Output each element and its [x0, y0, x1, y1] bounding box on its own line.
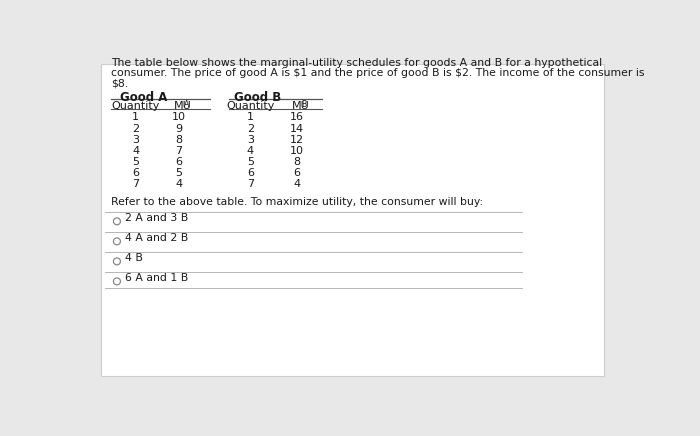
Text: 14: 14 — [290, 123, 304, 133]
Text: 8: 8 — [293, 157, 300, 167]
Text: 5: 5 — [132, 157, 139, 167]
Text: 3: 3 — [246, 135, 253, 145]
Text: Quantity: Quantity — [226, 101, 274, 111]
Text: 5: 5 — [176, 168, 183, 178]
Text: 2 A and 3 B: 2 A and 3 B — [125, 213, 188, 223]
Text: 4: 4 — [132, 146, 139, 156]
Text: 7: 7 — [246, 179, 254, 189]
Circle shape — [113, 278, 120, 285]
Text: 1: 1 — [132, 112, 139, 123]
Text: 6: 6 — [132, 168, 139, 178]
FancyBboxPatch shape — [102, 64, 603, 377]
Text: 10: 10 — [172, 112, 186, 123]
Text: 5: 5 — [246, 157, 253, 167]
Text: B: B — [302, 100, 307, 109]
Text: Quantity: Quantity — [111, 101, 160, 111]
Text: 4 A and 2 B: 4 A and 2 B — [125, 233, 188, 243]
Text: 3: 3 — [132, 135, 139, 145]
Text: 2: 2 — [246, 123, 254, 133]
Text: Refer to the above table. To maximize utility, the consumer will buy:: Refer to the above table. To maximize ut… — [111, 197, 483, 207]
Text: 12: 12 — [290, 135, 304, 145]
Text: MU: MU — [292, 101, 310, 111]
Text: 10: 10 — [290, 146, 304, 156]
Circle shape — [113, 258, 120, 265]
Text: The table below shows the marginal-utility schedules for goods A and B for a hyp: The table below shows the marginal-utili… — [111, 58, 602, 68]
Text: Good B: Good B — [234, 91, 281, 104]
Text: 1: 1 — [246, 112, 253, 123]
Text: \$8.: \$8. — [111, 78, 128, 89]
Text: Good A: Good A — [120, 91, 167, 104]
Text: 6: 6 — [293, 168, 300, 178]
Text: 6: 6 — [246, 168, 253, 178]
Text: A: A — [183, 100, 189, 109]
Text: 4 B: 4 B — [125, 253, 143, 263]
Text: 8: 8 — [176, 135, 183, 145]
Text: MU: MU — [174, 101, 192, 111]
Circle shape — [113, 218, 120, 225]
Text: 4: 4 — [293, 179, 300, 189]
Text: 7: 7 — [132, 179, 139, 189]
Text: 4: 4 — [176, 179, 183, 189]
Text: 2: 2 — [132, 123, 139, 133]
Text: consumer. The price of good A is \$1 and the price of good B is \$2. The income : consumer. The price of good A is \$1 and… — [111, 68, 644, 78]
Text: 7: 7 — [176, 146, 183, 156]
Text: 4: 4 — [246, 146, 254, 156]
Text: 16: 16 — [290, 112, 304, 123]
Text: 6: 6 — [176, 157, 183, 167]
Circle shape — [113, 238, 120, 245]
Text: 9: 9 — [176, 123, 183, 133]
Text: 6 A and 1 B: 6 A and 1 B — [125, 273, 188, 283]
